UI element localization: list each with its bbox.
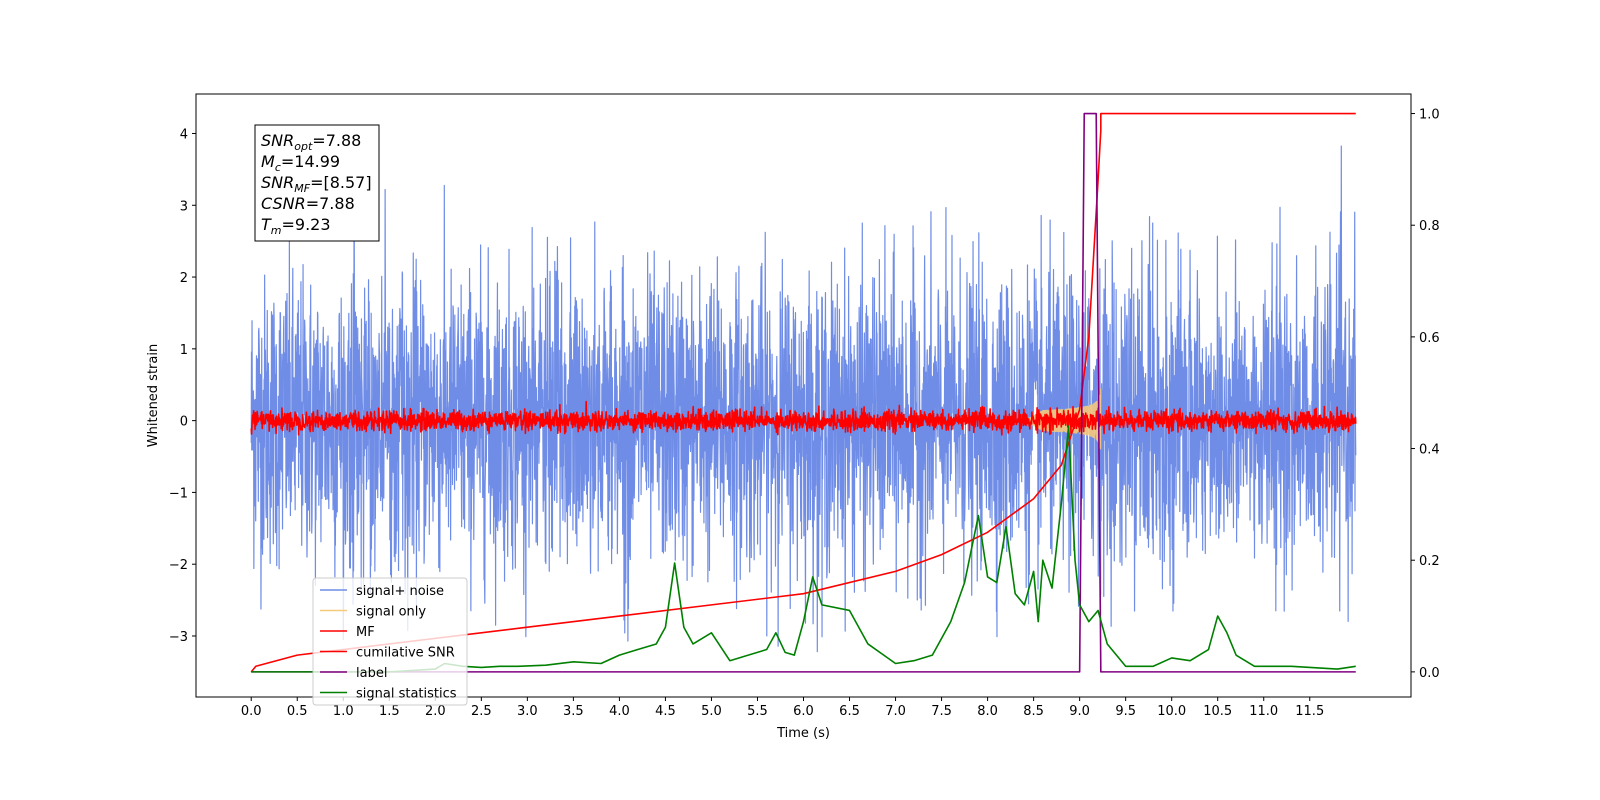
y2-tick-label: 0.2: [1419, 554, 1440, 569]
x-tick-label: 4.5: [655, 704, 676, 719]
x-tick-label: 11.5: [1295, 704, 1324, 719]
y2-tick-label: 0.4: [1419, 443, 1440, 458]
y-tick-label: 1: [180, 343, 188, 358]
annotation-line: Mc=14.99: [261, 152, 340, 174]
x-tick-label: 8.0: [977, 704, 998, 719]
legend: signal+ noise signal only MF cumilative SNR…: [312, 577, 468, 706]
x-tick-label: 5.5: [747, 704, 768, 719]
x-axis: 0.0 0.5 1.0 1.5 2.0 2.5 3.0 3.5 4.0 4.5 5.0 5.5 6.0 6…: [241, 697, 1324, 719]
x-tick-label: 0.0: [241, 704, 262, 719]
annotation-line: SNRMF=[8.57]: [261, 173, 372, 195]
x-tick-label: 10.5: [1203, 704, 1232, 719]
legend-label: signal only: [356, 605, 426, 620]
y2-tick-label: 1.0: [1419, 108, 1440, 123]
legend-label: signal statistics: [356, 687, 457, 702]
y-tick-label: −1: [169, 486, 188, 501]
x-tick-label: 3.5: [563, 704, 584, 719]
x-tick-label: 6.0: [793, 704, 814, 719]
y-tick-label: −3: [169, 630, 188, 645]
annotation-line: CSNR=7.88: [261, 194, 355, 213]
legend-label: MF: [356, 625, 375, 640]
annotation-line: Tm=9.23: [261, 215, 331, 237]
x-tick-label: 10.0: [1157, 704, 1186, 719]
x-tick-label: 9.0: [1069, 704, 1090, 719]
x-tick-label: 1.5: [379, 704, 400, 719]
series-mf: [250, 400, 1357, 436]
x-tick-label: 6.5: [839, 704, 860, 719]
y-tick-label: 3: [180, 199, 188, 214]
y-tick-label: 0: [180, 415, 188, 430]
x-tick-label: 7.0: [885, 704, 906, 719]
x-tick-label: 8.5: [1023, 704, 1044, 719]
series-label: [251, 112, 1356, 673]
x-tick-label: 5.0: [701, 704, 722, 719]
y2-tick-label: 0.0: [1419, 666, 1440, 681]
annotation-line: SNRopt=7.88: [261, 131, 361, 153]
y-tick-label: 2: [180, 271, 188, 286]
x-tick-label: 2.5: [471, 704, 492, 719]
y2-tick-label: 0.6: [1419, 331, 1440, 346]
legend-label: label: [356, 666, 387, 681]
annotation-box-frame: [254, 124, 380, 242]
y-tick-label: −2: [169, 558, 188, 573]
x-tick-label: 11.0: [1249, 704, 1278, 719]
legend-label: cumilative SNR: [356, 646, 455, 661]
x-axis-label: Time (s): [776, 726, 830, 741]
annotation-box: SNRopt=7.88Mc=14.99SNRMF=[8.57]CSNR=7.88…: [254, 124, 380, 242]
y-axis-right: 0.0 0.2 0.4 0.6 0.8 1.0: [1411, 108, 1440, 681]
x-tick-label: 4.0: [609, 704, 630, 719]
y-tick-label: 4: [180, 127, 188, 142]
legend-label: signal+ noise: [356, 584, 444, 599]
x-tick-label: 2.0: [425, 704, 446, 719]
series-signal-statistics: [251, 425, 1356, 673]
x-tick-label: 3.0: [517, 704, 538, 719]
x-tick-label: 7.5: [931, 704, 952, 719]
x-tick-label: 0.5: [287, 704, 308, 719]
x-tick-label: 9.5: [1115, 704, 1136, 719]
y2-tick-label: 0.8: [1419, 219, 1440, 234]
y-axis-left: −3 −2 −1 0 1 2 3 4: [169, 127, 196, 645]
x-tick-label: 1.0: [333, 704, 354, 719]
legend-frame: [312, 577, 468, 706]
y-axis-label: Whitened strain: [146, 344, 161, 447]
